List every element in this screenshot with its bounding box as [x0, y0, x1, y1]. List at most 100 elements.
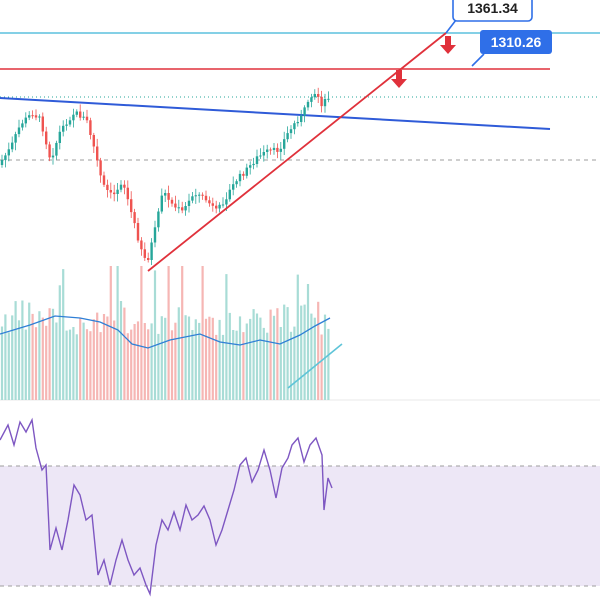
candle-body: [102, 175, 106, 185]
volume-bar: [276, 308, 279, 400]
volume-bar: [51, 308, 55, 400]
volume-bar: [55, 322, 58, 400]
down-arrow-icon[interactable]: [440, 36, 456, 54]
volume-bar: [259, 317, 262, 400]
volume-bar: [116, 266, 119, 400]
volume-bar: [211, 317, 214, 400]
resistance-callout-box[interactable]: [480, 30, 552, 54]
candle-body: [160, 195, 163, 212]
volume-bar: [85, 329, 89, 400]
annotations: 1361.34 1310.26: [391, 0, 552, 88]
volume-bar: [208, 316, 211, 400]
volume-bar: [313, 317, 316, 400]
volume-bar: [262, 327, 265, 400]
candle-body: [75, 111, 78, 115]
volume-bar: [82, 322, 85, 400]
candle-body: [255, 156, 259, 164]
rsi-line: [0, 417, 333, 597]
volume-bar: [272, 315, 276, 400]
candle-body: [320, 96, 323, 107]
candle-body: [113, 192, 116, 195]
volume-bar: [75, 334, 78, 400]
volume-bar: [306, 284, 310, 400]
candle-body: [232, 184, 235, 190]
volume-bar: [245, 323, 248, 400]
candle-body: [119, 184, 123, 190]
candle-body: [116, 189, 119, 194]
volume-bar: [289, 331, 293, 400]
volume-bar: [28, 302, 31, 400]
candle-body: [89, 120, 92, 135]
candle-body: [238, 173, 242, 182]
resistance-callout-label: 1310.26: [491, 34, 542, 50]
candle-body: [82, 116, 85, 118]
candle-body: [262, 152, 265, 156]
candle-body: [293, 123, 296, 130]
candle-body: [164, 193, 167, 196]
volume-bar: [266, 332, 269, 400]
volume-bar: [96, 312, 99, 400]
volume-bar: [106, 316, 109, 400]
down-arrow-icon[interactable]: [440, 36, 456, 54]
volume-bar: [38, 311, 41, 400]
candle-body: [68, 120, 72, 125]
falling-trendline[interactable]: [0, 97, 551, 130]
volume-bar: [0, 326, 4, 400]
candle-body: [14, 134, 17, 143]
candle-body: [269, 149, 272, 151]
candle-body: [157, 211, 160, 228]
candle-body: [106, 184, 109, 190]
down-arrow-icon[interactable]: [391, 70, 407, 88]
volume-bar: [187, 316, 191, 400]
volume-bar: [293, 326, 296, 400]
candle-body: [204, 195, 208, 201]
rsi-panel: [0, 417, 600, 597]
candle-body: [17, 127, 21, 135]
volume-bar: [201, 266, 204, 400]
volume-bar: [79, 317, 82, 400]
volume-bar: [119, 301, 123, 400]
volume-bar: [194, 319, 197, 400]
volume-bar: [102, 314, 106, 400]
candle-body: [123, 184, 126, 188]
candle-body: [181, 207, 184, 211]
resistance-callout[interactable]: 1310.26: [471, 30, 552, 67]
candle-body: [211, 203, 214, 206]
target-callout[interactable]: 1361.34: [445, 0, 533, 34]
candle-body: [266, 149, 269, 152]
candle-body: [72, 114, 75, 121]
volume-bar: [279, 327, 282, 400]
candle-body: [24, 117, 27, 124]
target-callout-box[interactable]: [452, 0, 533, 22]
down-arrow-icon[interactable]: [391, 70, 407, 88]
volume-bar: [4, 314, 7, 400]
volume-bar: [164, 317, 167, 400]
candle-body: [4, 155, 7, 161]
volume-bar: [255, 313, 259, 400]
candle-body: [99, 160, 102, 176]
candle-body: [300, 115, 303, 122]
candle-body: [303, 107, 306, 116]
volume-bar: [310, 313, 313, 400]
volume-bar: [218, 319, 221, 400]
candle-body: [317, 94, 320, 97]
candle-body: [208, 200, 211, 204]
candle-body: [272, 147, 276, 150]
candle-body: [327, 98, 330, 100]
volume-bar: [232, 330, 235, 400]
volume-trendline[interactable]: [287, 343, 343, 389]
volume-bar: [225, 274, 228, 400]
candle-body: [7, 149, 10, 156]
volume-bar: [136, 321, 140, 400]
volume-bar: [320, 334, 323, 400]
volume-bar: [133, 324, 136, 400]
volume-bar: [65, 330, 68, 400]
candle-body: [79, 111, 82, 118]
volume-bar: [48, 308, 51, 400]
resistance-callout-leader: [471, 53, 485, 67]
volume-bar: [92, 319, 95, 400]
volume-bar: [11, 315, 14, 400]
candle-body: [11, 142, 14, 150]
candle-body: [28, 115, 31, 118]
